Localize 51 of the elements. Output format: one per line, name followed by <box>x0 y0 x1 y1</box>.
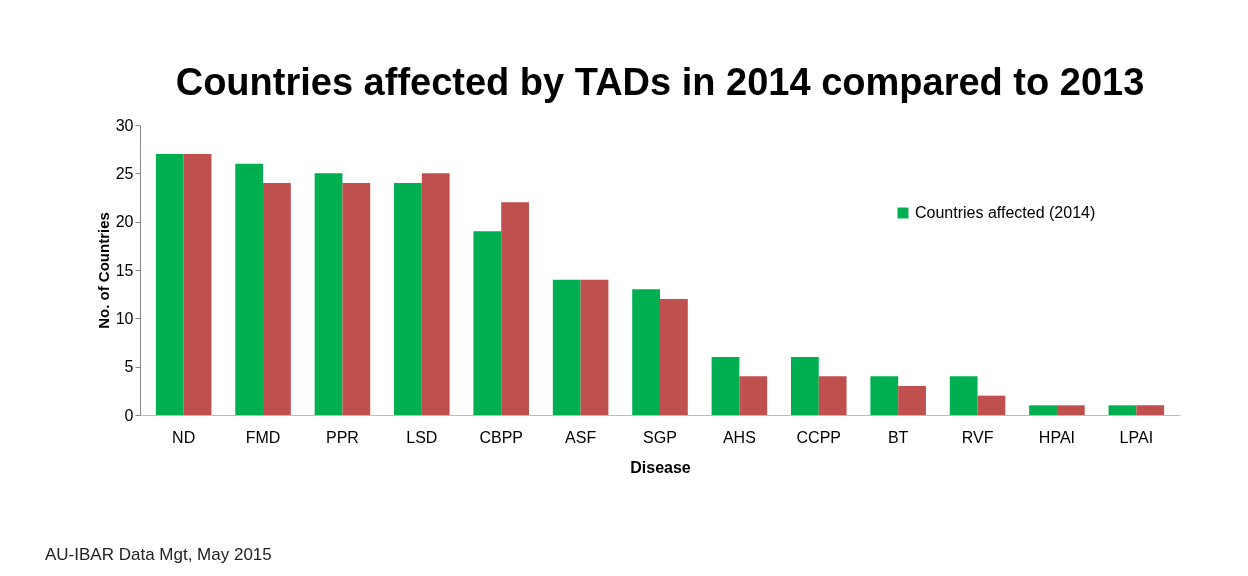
chart-title: Countries affected by TADs in 2014 compared to 2013 <box>175 61 1145 103</box>
bar <box>790 357 819 415</box>
y-axis-title: No. of Countries <box>94 212 112 329</box>
x-tick-label: PPR <box>325 428 359 446</box>
x-tick-label: RVF <box>961 428 994 446</box>
bar <box>949 376 978 415</box>
bar <box>473 231 502 415</box>
bar <box>739 376 768 415</box>
bar <box>818 376 847 415</box>
x-tick-label: LPAI <box>1119 428 1154 446</box>
bar <box>580 279 609 415</box>
bar <box>632 289 660 415</box>
bar <box>898 386 926 415</box>
x-tick-label: AHS <box>722 428 756 446</box>
y-tick-label: 15 <box>115 261 134 279</box>
bar <box>711 357 740 415</box>
bar <box>342 183 371 415</box>
y-tick-label: 30 <box>115 116 134 134</box>
bar <box>1029 405 1057 415</box>
x-tick-label: HPAI <box>1038 428 1076 446</box>
bar <box>660 299 688 415</box>
x-axis-title: Disease <box>630 458 691 476</box>
bar <box>235 163 264 415</box>
bar <box>977 395 1006 415</box>
bar <box>183 154 212 415</box>
bar <box>314 173 343 415</box>
legend-label: Countries affected (2014) <box>915 204 1096 221</box>
bar <box>1136 405 1165 415</box>
y-tick-label: 0 <box>124 406 134 424</box>
x-tick-label: CBPP <box>479 428 524 446</box>
bar <box>155 154 184 415</box>
bar <box>421 173 450 415</box>
y-tick-label: 25 <box>115 164 134 182</box>
x-tick-label: ND <box>172 428 196 446</box>
bar <box>501 202 530 415</box>
bar <box>263 183 291 415</box>
x-tick-label: CCPP <box>796 428 842 446</box>
y-tick-label: 10 <box>115 309 134 327</box>
x-tick-label: FMD <box>245 428 281 446</box>
x-tick-label: BT <box>887 428 909 446</box>
bar <box>394 183 422 415</box>
bar <box>1108 405 1137 415</box>
x-tick-label: SGP <box>643 428 677 446</box>
text: AU-IBAR Data Mgt, May 2015 <box>45 545 272 564</box>
bar <box>1056 405 1085 415</box>
x-tick-label: LSD <box>406 428 438 446</box>
x-tick-label: ASF <box>565 428 597 446</box>
bar <box>552 279 581 415</box>
y-tick-label: 5 <box>124 358 134 376</box>
y-tick-label: 20 <box>115 213 134 231</box>
bar <box>870 376 899 415</box>
